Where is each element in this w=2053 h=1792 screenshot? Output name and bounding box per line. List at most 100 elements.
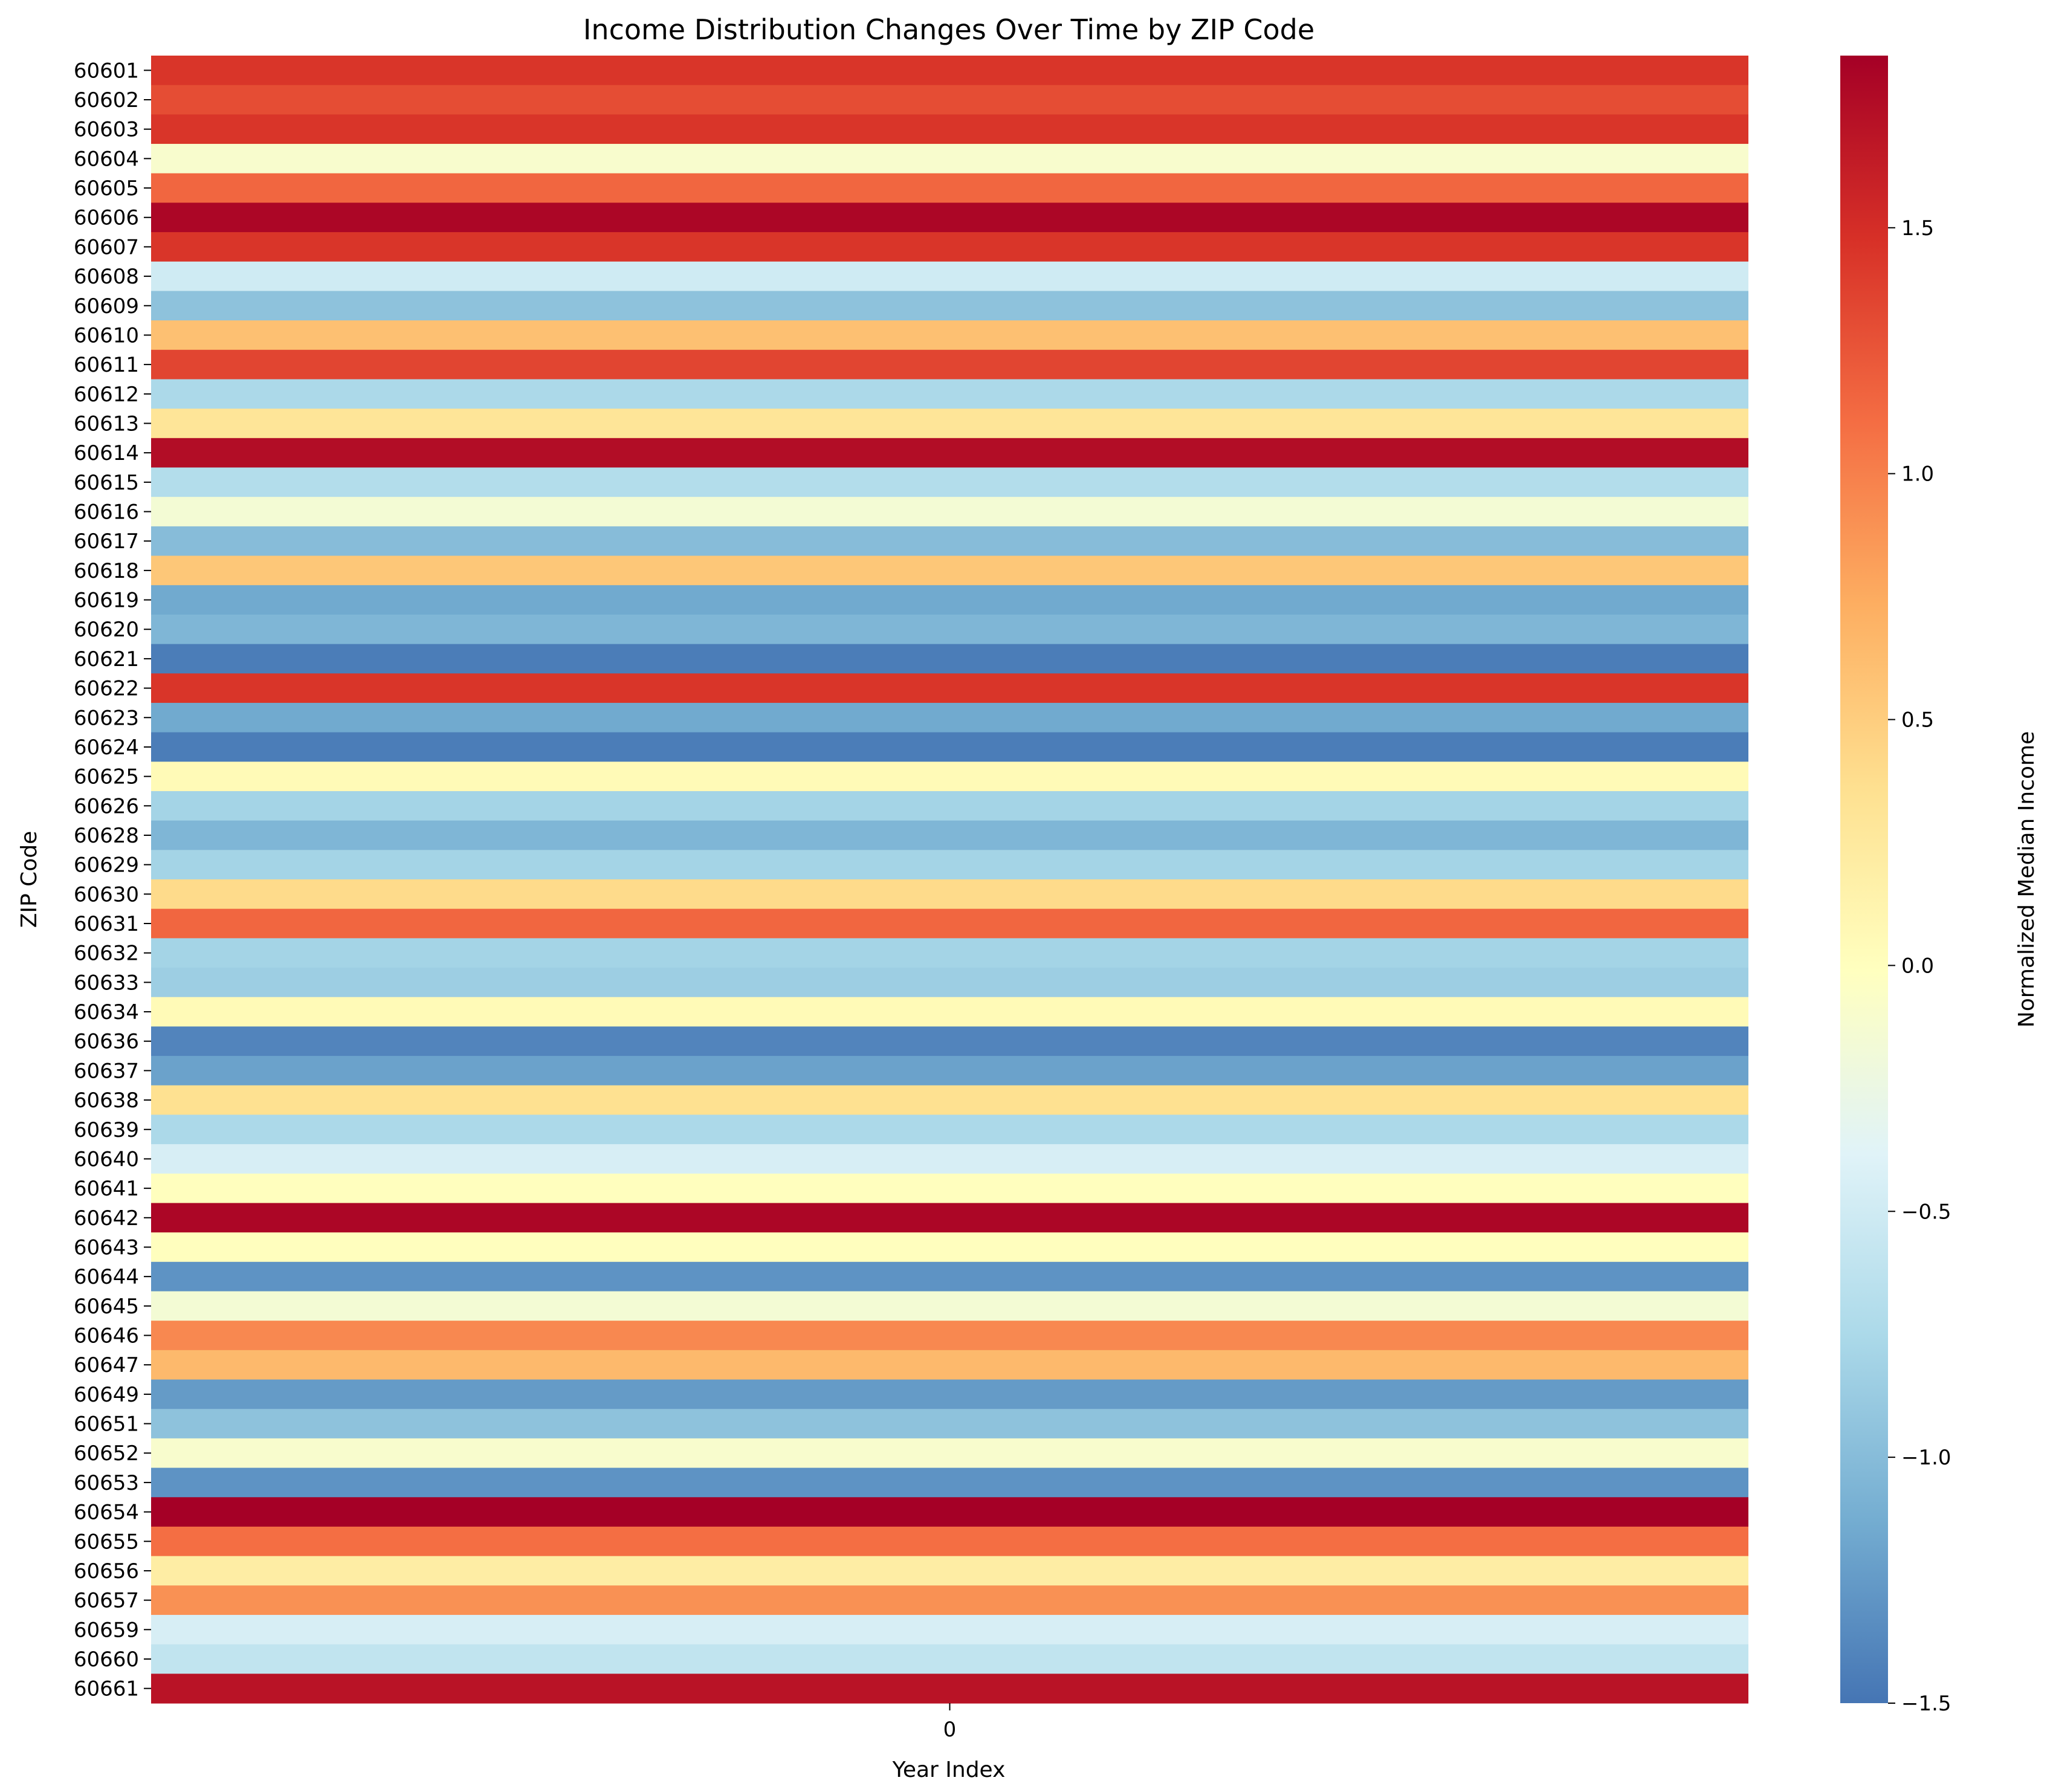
y-tick-label: 60629	[74, 853, 139, 878]
heatmap-cell	[151, 1674, 1748, 1704]
heatmap-cell	[151, 1438, 1748, 1469]
y-tick-label: 60649	[74, 1383, 139, 1407]
y-tick-label: 60642	[74, 1206, 139, 1231]
y-tick-label: 60645	[74, 1295, 139, 1319]
heatmap-cell	[151, 261, 1748, 292]
y-tick-label: 60616	[74, 500, 139, 525]
heatmap-cell	[151, 438, 1748, 468]
heatmap-cell	[151, 614, 1748, 645]
colorbar-tick-label: 0.0	[1901, 954, 1934, 978]
y-tick-label: 60624	[74, 736, 139, 760]
heatmap-cell	[151, 585, 1748, 615]
colorbar-tick-label: −0.5	[1901, 1200, 1951, 1224]
y-tick-label: 60637	[74, 1059, 139, 1083]
y-tick-label: 60620	[74, 618, 139, 642]
heatmap-cell	[151, 379, 1748, 409]
y-tick-label: 60639	[74, 1118, 139, 1142]
heatmap-cell	[151, 908, 1748, 939]
heatmap-cell	[151, 673, 1748, 704]
y-tick-label: 60626	[74, 794, 139, 818]
heatmap-cell	[151, 173, 1748, 203]
x-axis: 0	[943, 1703, 957, 1742]
colorbar-tick-label: 1.0	[1901, 462, 1934, 487]
y-tick-label: 60655	[74, 1530, 139, 1554]
heatmap-cell	[151, 1379, 1748, 1409]
heatmap-cell	[151, 1144, 1748, 1174]
colorbar	[1840, 56, 1888, 1703]
heatmap-cell	[151, 1409, 1748, 1439]
heatmap-cell	[151, 202, 1748, 233]
colorbar-tick-label: −1.0	[1901, 1446, 1951, 1470]
y-tick-label: 60606	[74, 206, 139, 230]
y-tick-label: 60612	[74, 383, 139, 407]
heatmap-cell	[151, 1556, 1748, 1586]
y-tick-label: 60622	[74, 677, 139, 701]
heatmap-cell	[151, 644, 1748, 674]
heatmap-cell	[151, 1497, 1748, 1527]
heatmap-cell	[151, 497, 1748, 527]
heatmap-cell	[151, 1056, 1748, 1086]
y-tick-label: 60605	[74, 176, 139, 201]
y-axis-label: ZIP Code	[17, 831, 42, 928]
y-tick-label: 60618	[74, 559, 139, 583]
y-tick-label: 60621	[74, 647, 139, 671]
heatmap-cell	[151, 1261, 1748, 1292]
y-tick-label: 60656	[74, 1559, 139, 1583]
y-tick-label: 60643	[74, 1235, 139, 1260]
heatmap-cell	[151, 850, 1748, 880]
y-tick-label: 60641	[74, 1177, 139, 1201]
heatmap-cell	[151, 526, 1748, 557]
colorbar-tick-label: −1.5	[1901, 1692, 1951, 1716]
heatmap-cell	[151, 791, 1748, 821]
colorbar-tick-label: 1.5	[1901, 216, 1934, 241]
y-tick-label: 60661	[74, 1677, 139, 1701]
y-tick-label: 60636	[74, 1030, 139, 1054]
y-tick-label: 60630	[74, 882, 139, 907]
heatmap-cell	[151, 1291, 1748, 1321]
heatmap-cell	[151, 1585, 1748, 1616]
heatmap-cell	[151, 1526, 1748, 1557]
colorbar-ticks: −1.5 −1.0 −0.5 0.0 0.5 1.0 1.5	[1888, 216, 1951, 1716]
y-tick-label: 60646	[74, 1324, 139, 1348]
y-tick-label: 60660	[74, 1648, 139, 1672]
heatmap-cell	[151, 1173, 1748, 1204]
heatmap-cell	[151, 938, 1748, 968]
heatmap-cell	[151, 144, 1748, 174]
y-tick-label: 60652	[74, 1441, 139, 1466]
y-tick-label: 60607	[74, 235, 139, 259]
heatmap-cell	[151, 114, 1748, 144]
chart-title: Income Distribution Changes Over Time by…	[583, 13, 1314, 46]
y-tick-label: 60653	[74, 1471, 139, 1495]
heatmap-cell	[151, 732, 1748, 762]
x-tick-label: 0	[943, 1718, 957, 1742]
heatmap-cell	[151, 320, 1748, 351]
y-tick-label: 60619	[74, 589, 139, 613]
heatmap-cell	[151, 1467, 1748, 1498]
y-tick-label: 60603	[74, 118, 139, 142]
y-tick-label: 60651	[74, 1412, 139, 1437]
heatmap-cell	[151, 820, 1748, 850]
heatmap-cells	[151, 56, 1748, 1704]
y-tick-label: 60615	[74, 471, 139, 495]
heatmap-cell	[151, 1085, 1748, 1116]
y-tick-label: 60633	[74, 971, 139, 995]
y-tick-label: 60611	[74, 353, 139, 377]
x-axis-label: Year Index	[892, 1758, 1006, 1782]
heatmap-cell	[151, 879, 1748, 910]
heatmap-cell	[151, 762, 1748, 792]
y-tick-label: 60614	[74, 441, 139, 465]
heatmap-cell	[151, 1614, 1748, 1645]
y-tick-label: 60638	[74, 1088, 139, 1113]
heatmap-cell	[151, 1232, 1748, 1263]
y-tick-label: 60654	[74, 1501, 139, 1525]
heatmap-cell	[151, 1026, 1748, 1056]
y-tick-label: 60601	[74, 59, 139, 83]
heatmap-cell	[151, 56, 1748, 86]
heatmap-cell	[151, 349, 1748, 380]
heatmap-cell	[151, 1644, 1748, 1674]
heatmap-cell	[151, 968, 1748, 998]
heatmap-cell	[151, 291, 1748, 321]
colorbar-tick-label: 0.5	[1901, 708, 1934, 733]
y-tick-label: 60623	[74, 706, 139, 730]
